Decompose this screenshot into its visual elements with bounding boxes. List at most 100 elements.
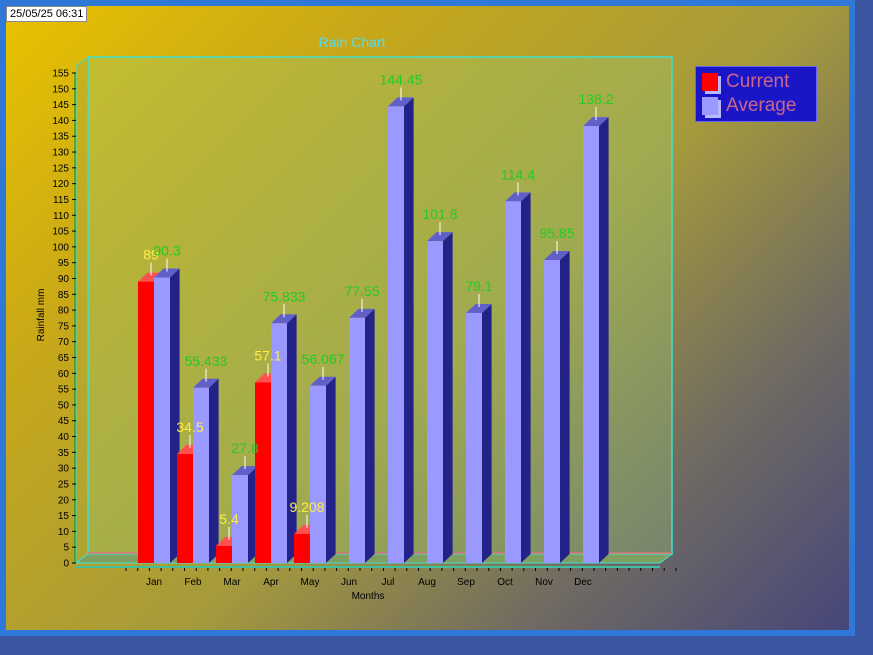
y-tick-label: 0 [63, 559, 69, 570]
y-axis-label: Rainfall mm [36, 289, 47, 342]
bar-average-top [154, 268, 180, 278]
y-tick-label: 35 [58, 448, 70, 459]
bar-current [177, 453, 193, 563]
bar-average-top [466, 303, 492, 313]
bar-average-side [443, 232, 453, 563]
y-tick-label: 110 [53, 211, 69, 222]
x-tick-label: May [301, 577, 320, 588]
bar-average [388, 106, 404, 563]
data-label: 90.3 [153, 243, 180, 259]
bar-current [216, 545, 232, 563]
bar-average [544, 259, 560, 563]
y-tick-label: 40 [58, 432, 70, 443]
data-label: 138.2 [578, 91, 613, 107]
x-tick-label: Feb [184, 577, 202, 588]
data-label: 79.1 [465, 278, 492, 294]
y-tick-label: 70 [58, 337, 70, 348]
y-tick-label: 120 [52, 179, 69, 190]
x-tick-label: Aug [418, 577, 436, 588]
y-tick-label: 115 [53, 195, 69, 206]
y-tick-label: 25 [58, 479, 70, 490]
legend-item-current: Current [702, 71, 789, 93]
bar-average-side [521, 192, 531, 563]
y-tick-label: 45 [58, 416, 70, 427]
bar-average-side [326, 376, 336, 563]
y-tick-label: 80 [58, 306, 70, 317]
x-tick-label: Jul [382, 577, 395, 588]
y-tick-label: 15 [58, 511, 70, 522]
data-label: 95.85 [539, 225, 574, 241]
x-tick-label: Jun [341, 577, 357, 588]
data-label: 55.433 [185, 353, 228, 369]
bar-average-top [544, 250, 570, 260]
legend-label-average: Average [726, 95, 797, 116]
y-tick-label: 5 [63, 543, 69, 554]
x-tick-label: Mar [223, 577, 241, 588]
bar-current [255, 382, 271, 563]
x-tick-label: Sep [457, 577, 475, 588]
bar-average [583, 126, 599, 563]
bar-average [349, 317, 365, 563]
data-label: 5.4 [219, 511, 239, 527]
bar-average-side [365, 308, 375, 563]
bar-average-top [427, 232, 453, 242]
bar-average-top [388, 97, 414, 107]
bar-average-side [482, 303, 492, 563]
y-tick-label: 90 [58, 274, 70, 285]
bar-average [193, 387, 209, 563]
legend-swatch-current [702, 73, 718, 91]
legend-item-average: Average [702, 95, 796, 117]
y-tick-label: 135 [52, 132, 69, 143]
bar-average-top [349, 308, 375, 318]
y-tick-label: 155 [52, 69, 69, 80]
side-wall [75, 56, 89, 564]
y-tick-label: 50 [58, 400, 70, 411]
data-label: 34.5 [176, 419, 203, 435]
y-tick-label: 145 [52, 100, 69, 111]
y-tick-label: 20 [58, 495, 70, 506]
bar-average-top [583, 117, 609, 127]
data-label: 77.55 [344, 283, 379, 299]
y-tick-label: 30 [58, 464, 70, 475]
bar-average-side [404, 97, 414, 563]
y-tick-label: 100 [52, 242, 69, 253]
y-tick-label: 60 [58, 369, 70, 380]
y-tick-label: 65 [58, 353, 70, 364]
y-tick-label: 95 [58, 258, 70, 269]
bar-average [427, 241, 443, 563]
bar-average-top [193, 378, 219, 388]
bar-average-side [287, 314, 297, 563]
data-label: 101.8 [422, 206, 457, 222]
y-tick-label: 105 [52, 227, 69, 238]
data-label: 57.1 [254, 347, 281, 363]
bar-average-top [271, 314, 297, 324]
bar-average [310, 385, 326, 563]
x-tick-label: Apr [263, 577, 279, 588]
bar-average-side [599, 117, 609, 563]
x-tick-label: Jan [146, 577, 162, 588]
y-tick-label: 75 [58, 321, 70, 332]
bar-average-side [209, 378, 219, 563]
legend: Current Average [695, 66, 817, 122]
bar-current [138, 281, 154, 563]
chart-title: Rain Chart [319, 34, 386, 50]
data-label: 89 [143, 247, 159, 263]
y-tick-label: 85 [58, 290, 70, 301]
data-label: 144.45 [380, 71, 423, 87]
y-tick-label: 55 [58, 385, 70, 396]
bar-average-top [310, 376, 336, 386]
bar-average-side [560, 250, 570, 563]
window-border [0, 0, 855, 636]
bar-average-top [505, 192, 531, 202]
legend-label-current: Current [726, 71, 790, 92]
data-label: 114.4 [501, 166, 535, 182]
bar-average-top [232, 466, 258, 476]
bar-average [505, 201, 521, 563]
y-tick-label: 10 [58, 527, 70, 538]
y-tick-label: 150 [52, 84, 69, 95]
bar-average [154, 277, 170, 563]
bar-current [294, 533, 310, 563]
bar-average [232, 475, 248, 563]
